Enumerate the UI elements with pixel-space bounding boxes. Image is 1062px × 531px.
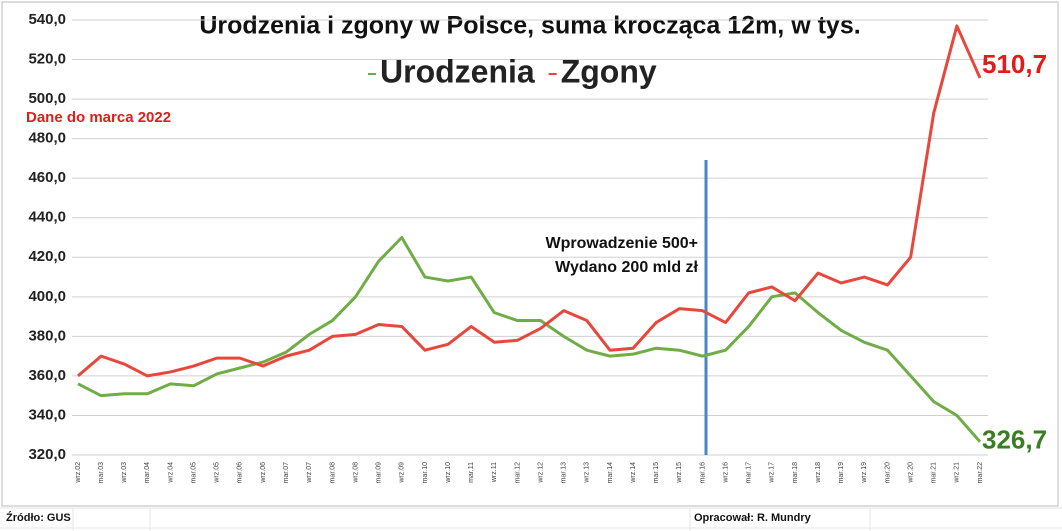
annotation: Wprowadzenie 500+ (546, 235, 699, 252)
x-tick-label: wrz.04 (167, 462, 174, 484)
x-tick-label: wrz.11 (491, 462, 498, 483)
x-tick-label: mar.18 (792, 462, 799, 484)
x-tick-label: wrz.17 (769, 462, 776, 484)
x-tick-label: mar.04 (144, 462, 151, 484)
annotation: Wydano 200 mld zł (555, 259, 698, 276)
x-tick-label: mar.05 (190, 462, 197, 484)
x-tick-label: wrz.19 (861, 462, 868, 484)
x-tick-label: mar.03 (98, 462, 105, 484)
x-tick-label: wrz.18 (815, 462, 822, 484)
x-tick-label: wrz.03 (121, 462, 128, 484)
series-line (77, 236, 982, 443)
x-tick-label: wrz.05 (214, 462, 221, 484)
x-tick-label: wrz.02 (75, 462, 82, 484)
x-tick-label: wrz.13 (584, 462, 591, 484)
y-tick-label: 540,0 (28, 11, 66, 28)
legend-label: Zgony (561, 53, 657, 89)
y-tick-label: 460,0 (28, 169, 66, 186)
x-tick-label: wrz.16 (722, 462, 729, 484)
x-tick-label: wrz.12 (537, 462, 544, 484)
x-tick-label: wrz.07 (306, 462, 313, 484)
y-tick-label: 500,0 (28, 90, 66, 107)
x-tick-label: wrz.08 (352, 462, 359, 484)
x-tick-label: mar.17 (746, 462, 753, 484)
x-tick-label: mar.10 (422, 462, 429, 484)
value-label: 326,7 (982, 425, 1047, 455)
legend-label: Urodzenia (380, 53, 535, 89)
y-tick-label: 420,0 (28, 248, 66, 265)
x-tick-label: wrz.21 (954, 462, 961, 484)
x-tick-label: mar.09 (376, 462, 383, 484)
y-tick-label: 440,0 (28, 209, 66, 226)
x-tick-label: mar.07 (283, 462, 290, 484)
source: Źródło: GUS (6, 511, 71, 524)
x-tick-label: mar.15 (653, 462, 660, 484)
value-label: 510,7 (982, 49, 1047, 79)
x-tick-label: mar.16 (699, 462, 706, 484)
sheet-grid (0, 507, 1062, 531)
x-tick-label: mar.20 (884, 462, 891, 484)
y-tick-label: 400,0 (28, 288, 66, 305)
x-tick-label: mar.13 (561, 462, 568, 484)
chart-border (1, 1, 1059, 507)
y-tick-label: 480,0 (28, 130, 66, 147)
annotation: Dane do marca 2022 (26, 109, 171, 126)
y-tick-label: 520,0 (28, 51, 66, 68)
x-tick-label: wrz.20 (907, 462, 914, 484)
y-tick-label: 320,0 (28, 446, 66, 463)
x-tick-label: mar.14 (607, 462, 614, 484)
x-tick-label: wrz.10 (445, 462, 452, 484)
x-tick-label: mar.11 (468, 462, 475, 483)
x-tick-label: mar.06 (237, 462, 244, 484)
x-tick-label: wrz.06 (260, 462, 267, 484)
y-tick-label: 380,0 (28, 327, 66, 344)
x-tick-label: mar.22 (977, 462, 984, 484)
x-tick-label: mar.08 (329, 462, 336, 484)
x-tick-label: mar.12 (514, 462, 521, 484)
x-tick-label: wrz.15 (676, 462, 683, 484)
y-tick-label: 360,0 (28, 367, 66, 384)
chart-title: Urodzenia i zgony w Polsce, suma krocząc… (199, 12, 860, 40)
x-tick-label: wrz.09 (399, 462, 406, 484)
series-line (77, 24, 982, 378)
author: Opracował: R. Mundry (694, 512, 812, 524)
x-tick-label: mar.21 (931, 462, 938, 484)
x-tick-label: mar.19 (838, 462, 845, 484)
x-tick-label: wrz.14 (630, 462, 637, 484)
y-tick-label: 340,0 (28, 406, 66, 423)
